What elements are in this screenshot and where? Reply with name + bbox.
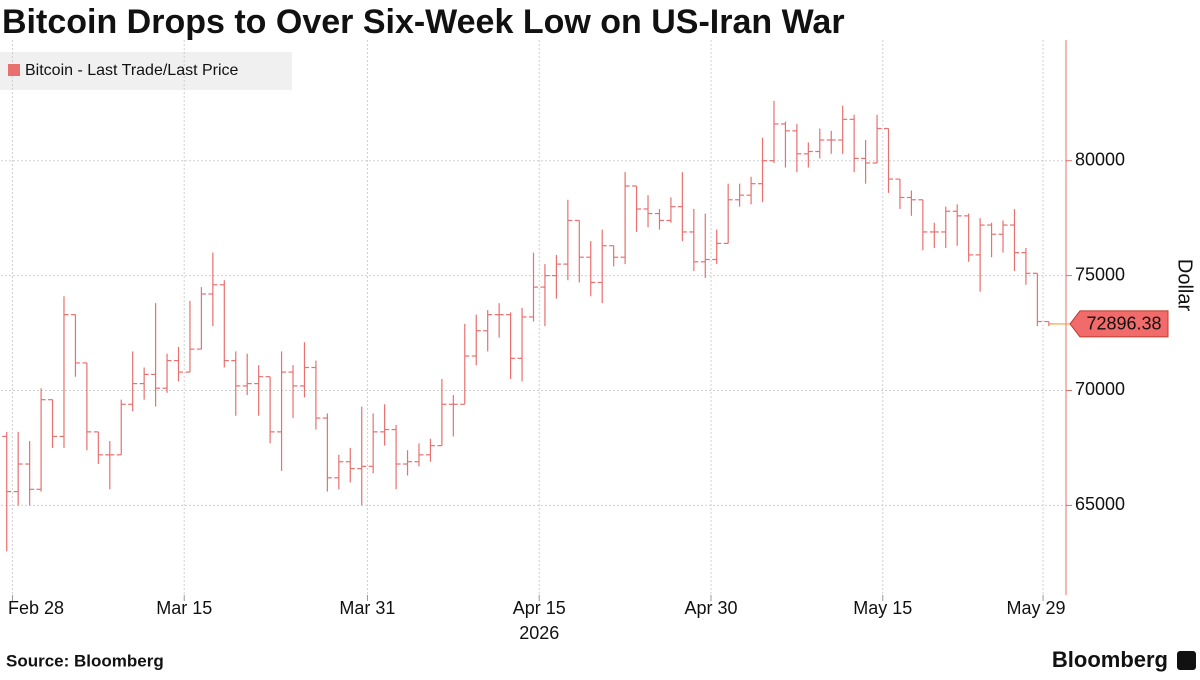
- x-tick-label: Mar 15: [156, 598, 212, 618]
- source-note: Source: Bloomberg: [6, 651, 164, 670]
- last-value-tag: [1069, 310, 1169, 338]
- x-tick-label: Apr 30: [684, 598, 737, 618]
- y-tick-label: 65000: [1075, 494, 1125, 514]
- last-value-label: 72896.38: [1086, 314, 1161, 334]
- legend-swatch: [8, 64, 20, 76]
- x-tick-label: Feb 28: [8, 598, 64, 618]
- x-tick-label: May 29: [1006, 598, 1065, 618]
- y-tick-label: 80000: [1075, 149, 1125, 169]
- y-axis-label: Dollar: [1174, 259, 1196, 312]
- legend-box: [0, 52, 292, 90]
- legend-label: Bitcoin - Last Trade/Last Price: [25, 62, 239, 79]
- y-tick-label: 70000: [1075, 379, 1125, 399]
- x-year-label: 2026: [519, 623, 559, 643]
- brand-icon: [1177, 651, 1196, 670]
- x-tick-label: May 15: [853, 598, 912, 618]
- x-tick-label: Mar 31: [339, 598, 395, 618]
- x-tick-label: Apr 15: [513, 598, 566, 618]
- chart-title: Bitcoin Drops to Over Six-Week Low on US…: [2, 3, 845, 41]
- brand-logo: Bloomberg: [1052, 647, 1168, 672]
- y-tick-label: 75000: [1075, 264, 1125, 284]
